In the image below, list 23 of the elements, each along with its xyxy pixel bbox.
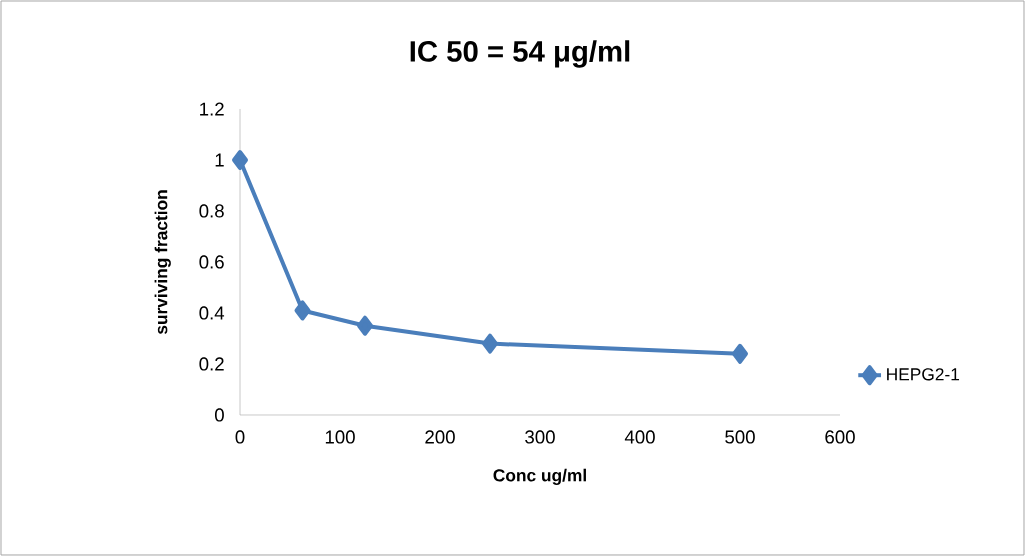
y-tick-label: 0 [214, 408, 224, 422]
x-tick-label: 600 [825, 430, 855, 444]
y-tick-label: 0.6 [199, 255, 224, 269]
point [294, 300, 311, 321]
y-tick-label: 0.4 [199, 306, 225, 320]
point [482, 333, 498, 354]
y-tick-label: 0.2 [199, 357, 224, 371]
x-tick-label: 500 [725, 430, 755, 444]
x-axis-title: Conc ug/ml [493, 468, 586, 485]
x-tick-label: 300 [525, 430, 555, 444]
x-tick-label: 200 [425, 430, 455, 444]
chart-title: IC 50 = 54 μg/ml [410, 40, 630, 68]
x-tick-label: 100 [325, 430, 355, 444]
y-tick-label: 1.2 [200, 102, 224, 116]
x-tick-label: 0 [235, 430, 245, 444]
y-tick-label: 1 [215, 153, 224, 167]
x-tick-label: 400 [624, 430, 655, 444]
point [732, 343, 748, 364]
point [232, 149, 249, 170]
legend-label: HEPG2-1 [887, 368, 960, 381]
point [357, 315, 374, 336]
y-axis-title: surviving fraction [154, 190, 171, 335]
y-tick-label: 0.8 [199, 204, 224, 218]
